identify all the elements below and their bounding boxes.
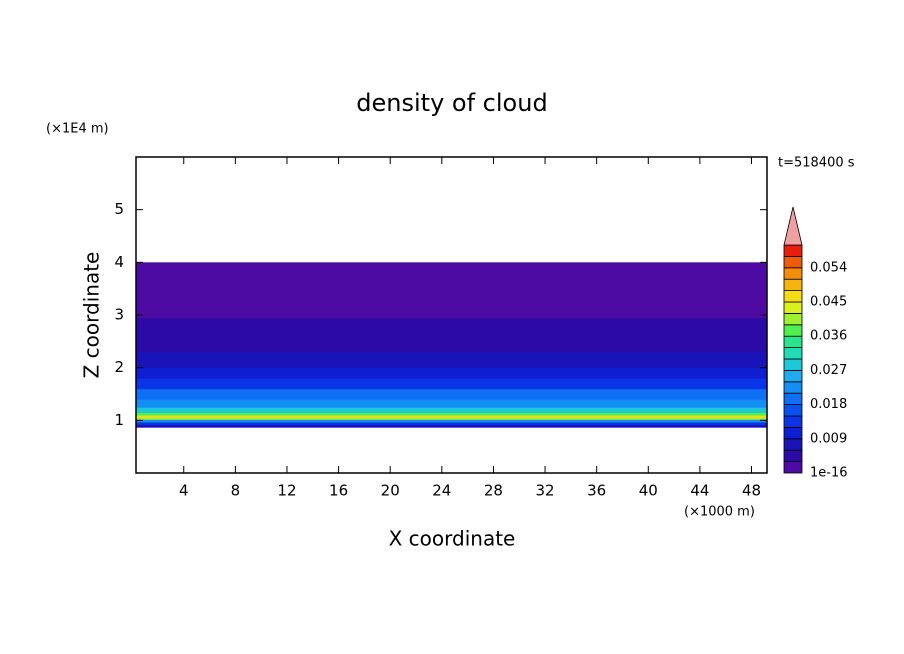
colorbar-band (783, 278, 803, 292)
x-tick-label: 28 (484, 482, 503, 500)
colorbar-band (783, 255, 803, 269)
y-tick-label: 4 (114, 253, 124, 271)
contour-band (136, 421, 767, 426)
colorbar-band (783, 335, 803, 349)
colorbar-label: 1e-16 (810, 466, 848, 481)
colorbar-label: 0.045 (810, 295, 847, 310)
contour-band (136, 388, 767, 400)
colorbar-band (783, 392, 803, 406)
colorbar-band (783, 267, 803, 280)
x-tick-label: 36 (587, 482, 606, 500)
y-axis-title: Z coordinate (80, 252, 104, 379)
time-label: t=518400 s (778, 156, 855, 171)
contour-band (136, 262, 767, 319)
contour-band (136, 407, 767, 413)
colorbar-band (783, 449, 803, 463)
colorbar-band (783, 347, 803, 360)
y-tick-label: 5 (114, 200, 124, 218)
y-tick-label: 2 (114, 358, 124, 376)
x-tick-label: 44 (690, 482, 709, 500)
colorbar-band (783, 369, 803, 383)
x-tick-label: 32 (536, 482, 555, 500)
contour-band (136, 417, 767, 420)
contour-band (136, 419, 767, 423)
contour-band (136, 399, 767, 408)
colorbar-band (783, 358, 803, 371)
colorbar-band (783, 301, 803, 314)
contour-band (136, 336, 767, 353)
contour-band (136, 412, 767, 416)
y-unit: (×1E4 m) (46, 122, 109, 137)
contour-band (136, 424, 767, 428)
colorbar-band (783, 461, 803, 474)
colorbar-band (783, 244, 803, 257)
colorbar-band (783, 312, 803, 326)
colorbar-label: 0.018 (810, 397, 847, 412)
contour-band (136, 317, 767, 337)
y-tick-label: 3 (114, 306, 124, 324)
colorbar-band (783, 290, 803, 303)
x-tick-label: 16 (329, 482, 348, 500)
x-tick-label: 12 (277, 482, 296, 500)
colorbar-label: 0.054 (810, 260, 847, 275)
contour-band (136, 367, 767, 379)
colorbar-band (783, 404, 803, 417)
colorbar-band (783, 381, 803, 394)
colorbar-label: 0.036 (810, 329, 847, 344)
x-tick-label: 48 (742, 482, 761, 500)
colorbar-band (783, 438, 803, 451)
x-unit: (×1000 m) (684, 505, 755, 520)
x-tick-label: 24 (432, 482, 451, 500)
contour-band (136, 351, 767, 369)
x-tick-label: 40 (639, 482, 658, 500)
colorbar-label: 0.027 (810, 363, 847, 378)
chart-title: density of cloud (356, 89, 547, 117)
x-axis-title: X coordinate (389, 527, 516, 551)
x-tick-label: 8 (231, 482, 241, 500)
x-tick-label: 20 (381, 482, 400, 500)
y-tick-label: 1 (114, 411, 124, 429)
contour-band (136, 378, 767, 390)
colorbar-band (783, 324, 803, 337)
colorbar-band (783, 426, 803, 440)
colorbar-label: 0.009 (810, 431, 847, 446)
contour-band (136, 415, 767, 418)
colorbar-band (783, 415, 803, 428)
colorbar-overflow (783, 206, 803, 246)
x-tick-label: 4 (179, 482, 189, 500)
